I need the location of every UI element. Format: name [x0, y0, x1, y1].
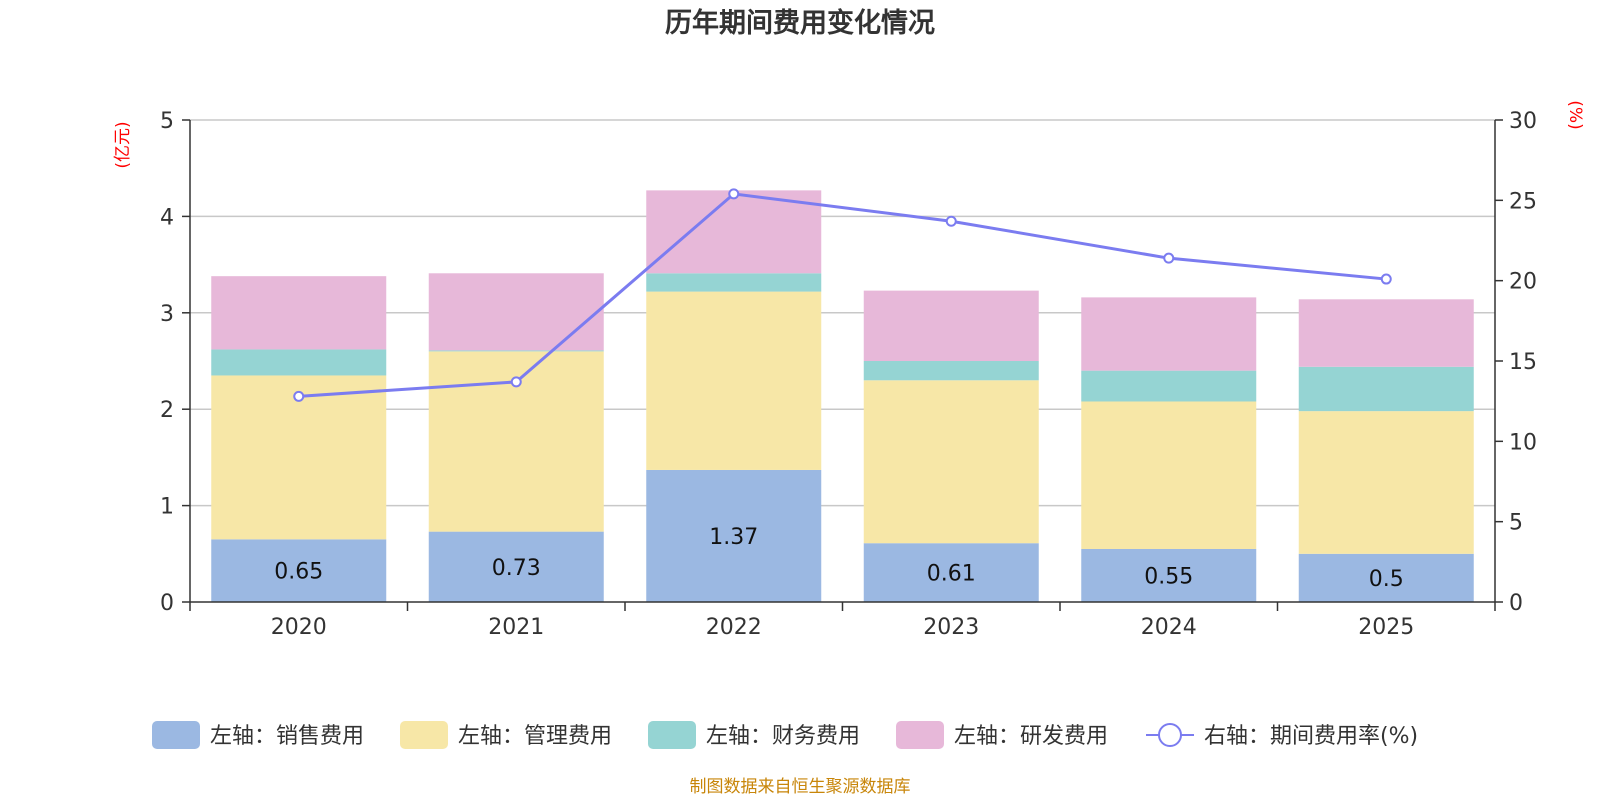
legend-label: 左轴：管理费用: [458, 724, 612, 749]
legend-label: 左轴：财务费用: [706, 724, 860, 749]
bar-segment: [863, 380, 1039, 544]
legend-marker: [1158, 723, 1182, 747]
legend-swatch: [648, 721, 696, 749]
chart-title: 历年期间费用变化情况: [665, 7, 935, 39]
data-labels: 0.65 0.73 1.37 0.61 0.55 0.5: [274, 525, 1403, 592]
right-tick-label: 15: [1509, 350, 1537, 375]
right-tick-label: 0: [1509, 591, 1523, 616]
rate-line: [298, 192, 1387, 398]
bar-segment: [1298, 299, 1474, 367]
rate-point: [728, 188, 740, 200]
left-axis-unit: (亿元): [113, 121, 133, 168]
x-tick-label: 2020: [271, 615, 327, 640]
rate-point: [945, 215, 957, 227]
bar-segment: [646, 469, 822, 602]
gridlines: [190, 119, 1495, 507]
bar-segment: [428, 350, 604, 352]
bar-segment: [1081, 401, 1257, 549]
left-tick-label: 5: [160, 109, 174, 134]
x-tick-label: 2021: [488, 615, 544, 640]
right-tick-label: 25: [1509, 189, 1537, 214]
x-tick-label: 2024: [1141, 615, 1197, 640]
bar-segment: [863, 543, 1039, 602]
bar-segment: [646, 291, 822, 470]
data-label: 0.65: [274, 560, 323, 585]
left-tick-label: 2: [160, 398, 174, 423]
bar-segment: [1298, 411, 1474, 554]
bar-segment: [1081, 297, 1257, 371]
data-label: 0.55: [1144, 564, 1193, 589]
rate-line-series: [293, 188, 1392, 402]
legend-label: 左轴：销售费用: [210, 724, 364, 749]
data-label: 0.61: [927, 562, 976, 587]
right-tick-label: 20: [1509, 270, 1537, 295]
legend: 左轴：销售费用 左轴：管理费用 左轴：财务费用 左轴：研发费用 右轴：期间费用率(%): [152, 721, 1418, 749]
bar-segment: [1081, 370, 1257, 402]
bar-segment: [211, 349, 387, 376]
x-tick-label: 2025: [1358, 615, 1414, 640]
bar-segment: [863, 361, 1039, 381]
bar-segment: [863, 290, 1039, 361]
bar-segment: [211, 276, 387, 350]
x-tick-label: 2022: [706, 615, 762, 640]
left-tick-label: 0: [160, 591, 174, 616]
bar-segment: [646, 273, 822, 292]
data-label: 0.73: [492, 556, 541, 581]
rate-point: [293, 390, 305, 402]
left-tick-label: 4: [160, 205, 174, 230]
legend-swatch: [896, 721, 944, 749]
legend-label: 左轴：研发费用: [954, 724, 1108, 749]
bar-segment: [1081, 548, 1257, 602]
right-axis-unit: (%): [1565, 100, 1585, 129]
source-note: 制图数据来自恒生聚源数据库: [690, 777, 911, 797]
data-label: 1.37: [709, 525, 758, 550]
legend-swatch: [400, 721, 448, 749]
bar-series: [211, 190, 1474, 602]
bar-segment: [1298, 366, 1474, 412]
left-tick-label: 1: [160, 495, 174, 520]
rate-point: [1380, 273, 1392, 285]
legend-label: 右轴：期间费用率(%): [1204, 724, 1418, 749]
rate-point: [1163, 252, 1175, 264]
bar-segment: [1298, 553, 1474, 602]
bar-segment: [211, 539, 387, 602]
legend-swatch: [152, 721, 200, 749]
bar-segment: [428, 531, 604, 602]
right-tick-label: 10: [1509, 430, 1537, 455]
bar-segment: [646, 190, 822, 274]
right-tick-label: 30: [1509, 109, 1537, 134]
left-tick-label: 3: [160, 302, 174, 327]
bar-segment: [428, 273, 604, 351]
x-tick-label: 2023: [923, 615, 979, 640]
data-label: 0.5: [1369, 567, 1404, 592]
right-tick-label: 5: [1509, 511, 1523, 536]
rate-point: [510, 376, 522, 388]
bar-segment: [211, 375, 387, 540]
